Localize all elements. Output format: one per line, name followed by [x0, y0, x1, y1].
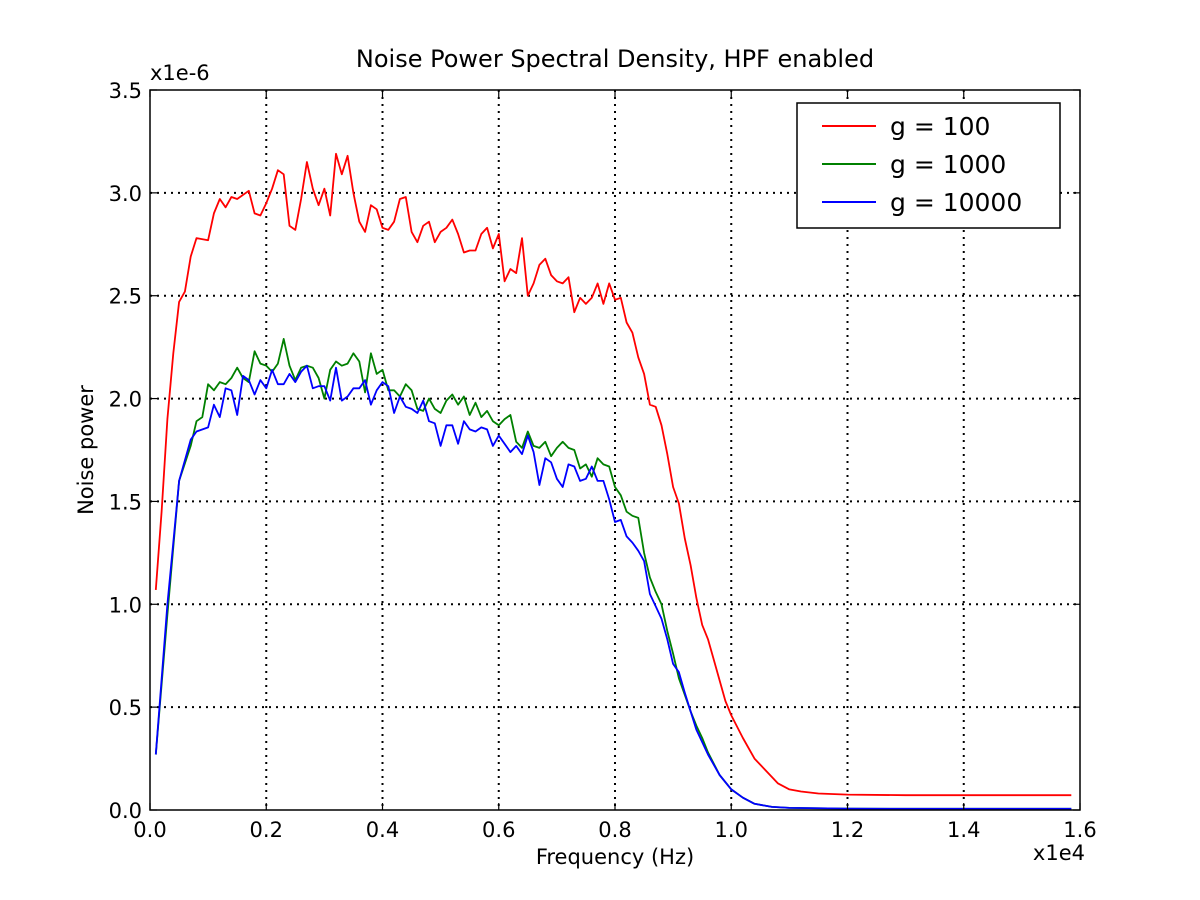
ticks: [149, 89, 1081, 811]
y-tick-label: 2.0: [109, 388, 142, 412]
series-layer: [154, 152, 1072, 810]
chart-title: Noise Power Spectral Density, HPF enable…: [356, 45, 874, 73]
y-tick-label: 1.0: [109, 593, 142, 617]
tick-labels: 0.0 0.2 0.4 0.6 0.8 1.0 1.2 1.4 1.6 0.0 0.5 1.0 1.5 2…: [109, 79, 1097, 842]
y-axis-label: Noise power: [74, 385, 98, 515]
x-tick-label: 1.0: [715, 818, 748, 842]
legend-label-1: g = 100: [890, 112, 990, 141]
x-tick-label: 0.6: [482, 818, 515, 842]
y-tick-label: 2.5: [109, 285, 142, 309]
x-tick-label: 1.4: [947, 818, 980, 842]
series-line-1: [154, 152, 1072, 797]
y-tick-label: 1.5: [109, 490, 142, 514]
x-tick-label: 0.0: [133, 818, 166, 842]
legend-label-3: g = 10000: [890, 188, 1022, 217]
series-line-3: [154, 364, 1072, 810]
legend-box: [796, 102, 1061, 229]
y-tick-label: 3.5: [109, 79, 142, 103]
y-tick-label: 3.0: [109, 182, 142, 206]
x-tick-label: 0.4: [366, 818, 399, 842]
x-axis-label: Frequency (Hz): [536, 845, 694, 869]
x-tick-label: 0.2: [250, 818, 283, 842]
y-offset-label: x1e-6: [150, 61, 210, 85]
x-tick-label: 1.2: [831, 818, 864, 842]
y-tick-label: 0.0: [109, 799, 142, 823]
legend-label-2: g = 1000: [890, 150, 1006, 179]
legend: g = 100 g = 1000 g = 10000: [796, 102, 1061, 229]
x-tick-label: 1.6: [1063, 818, 1096, 842]
x-tick-label: 0.8: [598, 818, 631, 842]
x-offset-label: x1e4: [1033, 841, 1085, 865]
legend-entries: g = 100 g = 1000 g = 10000: [822, 112, 1022, 217]
y-tick-label: 0.5: [109, 696, 142, 720]
